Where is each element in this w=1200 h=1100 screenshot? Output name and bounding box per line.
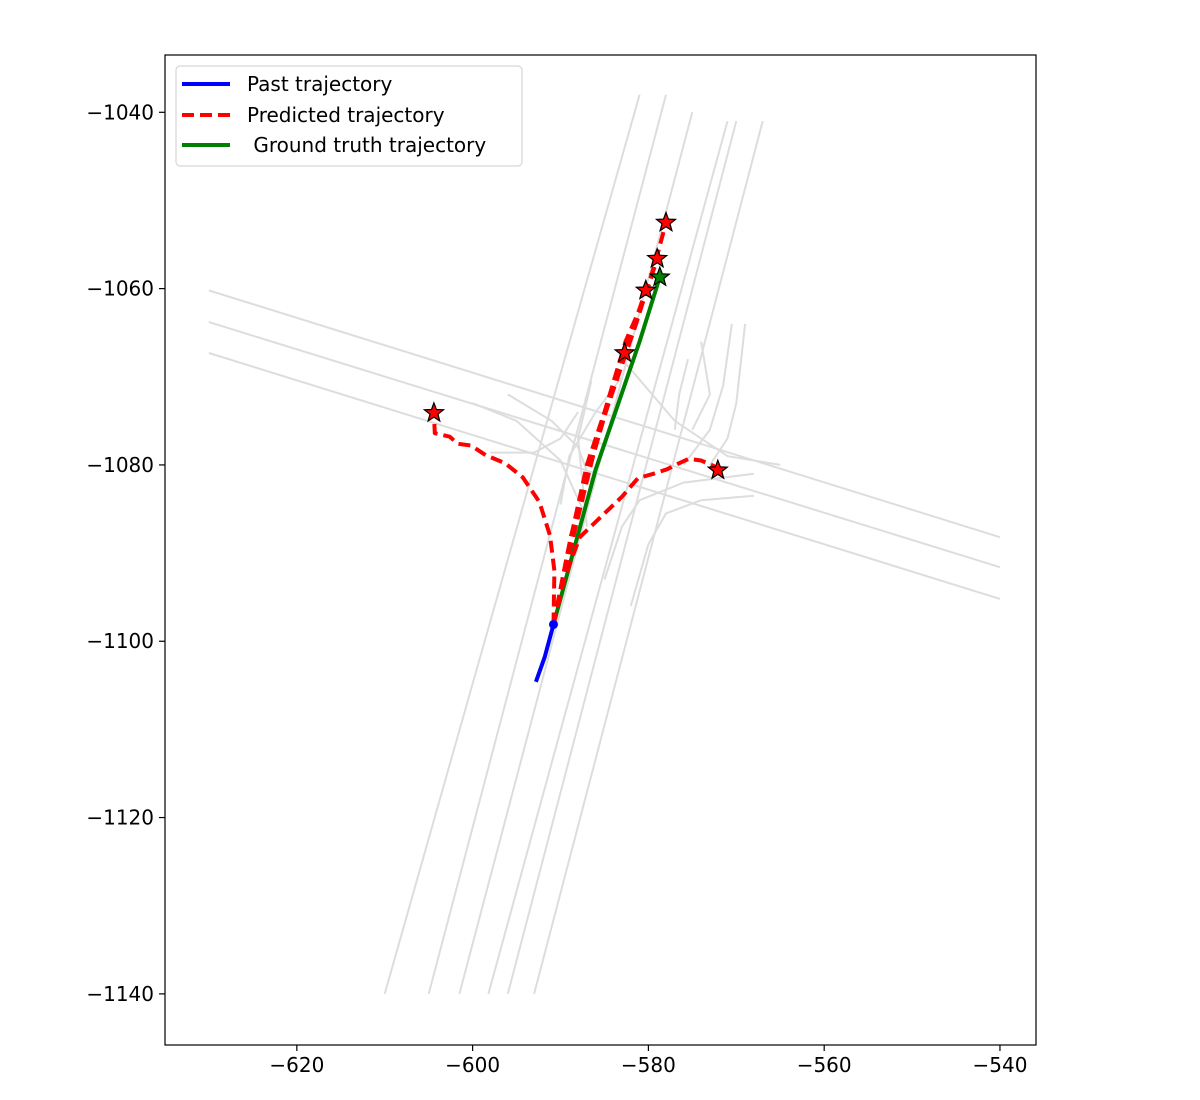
legend-label-predicted: Predicted trajectory bbox=[247, 103, 445, 127]
predicted-endpoint-star bbox=[706, 458, 729, 480]
lane-line bbox=[507, 393, 593, 483]
lane-line bbox=[621, 358, 781, 466]
x-tick-label: −600 bbox=[445, 1053, 500, 1077]
lane-line bbox=[682, 323, 733, 466]
lane-line bbox=[472, 402, 584, 510]
lane-line bbox=[691, 341, 711, 431]
lane-line bbox=[709, 323, 747, 466]
lane-line bbox=[208, 352, 1001, 600]
predicted-endpoint-star bbox=[654, 210, 678, 232]
predicted-endpoint-star bbox=[646, 246, 669, 269]
predicted-endpoint-star bbox=[634, 278, 657, 300]
lane-line bbox=[673, 358, 689, 430]
lane-line bbox=[487, 120, 729, 995]
x-tick-label: −620 bbox=[269, 1053, 324, 1077]
lane-line bbox=[506, 120, 738, 995]
lane-line bbox=[490, 411, 579, 454]
predicted-trajectory-line bbox=[551, 456, 720, 625]
x-tick-label: −580 bbox=[621, 1053, 676, 1077]
lane-line bbox=[427, 94, 667, 995]
ground-truth-endpoint-star bbox=[648, 265, 671, 287]
x-tick-label: −540 bbox=[972, 1053, 1027, 1077]
predicted-trajectory-line bbox=[431, 412, 557, 625]
predicted-endpoint-star bbox=[422, 401, 446, 423]
x-axis: −620 −600 −580 −560 −540 bbox=[269, 1045, 1027, 1077]
legend-label-past: Past trajectory bbox=[247, 72, 393, 96]
y-tick-label: −1040 bbox=[86, 100, 154, 124]
y-tick-label: −1140 bbox=[86, 982, 154, 1006]
legend-box bbox=[175, 65, 523, 167]
lane-line bbox=[629, 494, 754, 607]
y-tick-label: −1060 bbox=[86, 277, 154, 301]
lane-line bbox=[383, 94, 641, 995]
predicted-endpoint-star bbox=[613, 341, 636, 363]
past-trajectory-line bbox=[534, 623, 556, 683]
lane-line bbox=[603, 472, 755, 580]
y-tick-label: −1100 bbox=[86, 629, 154, 653]
plot-frame bbox=[164, 54, 1037, 1046]
y-tick-label: −1120 bbox=[86, 806, 154, 830]
legend-label-ground-truth: Ground truth trajectory bbox=[247, 133, 486, 157]
endpoint-markers bbox=[422, 210, 729, 629]
current-position-marker bbox=[548, 619, 558, 629]
legend: Past trajectory Predicted trajectory Gro… bbox=[175, 65, 523, 167]
trajectory-series bbox=[431, 221, 720, 683]
lane-line bbox=[533, 120, 764, 995]
y-axis: −1040 −1060 −1080 −1100 −1120 −1140 bbox=[86, 100, 165, 1006]
x-tick-label: −560 bbox=[797, 1053, 852, 1077]
y-tick-label: −1080 bbox=[86, 453, 154, 477]
